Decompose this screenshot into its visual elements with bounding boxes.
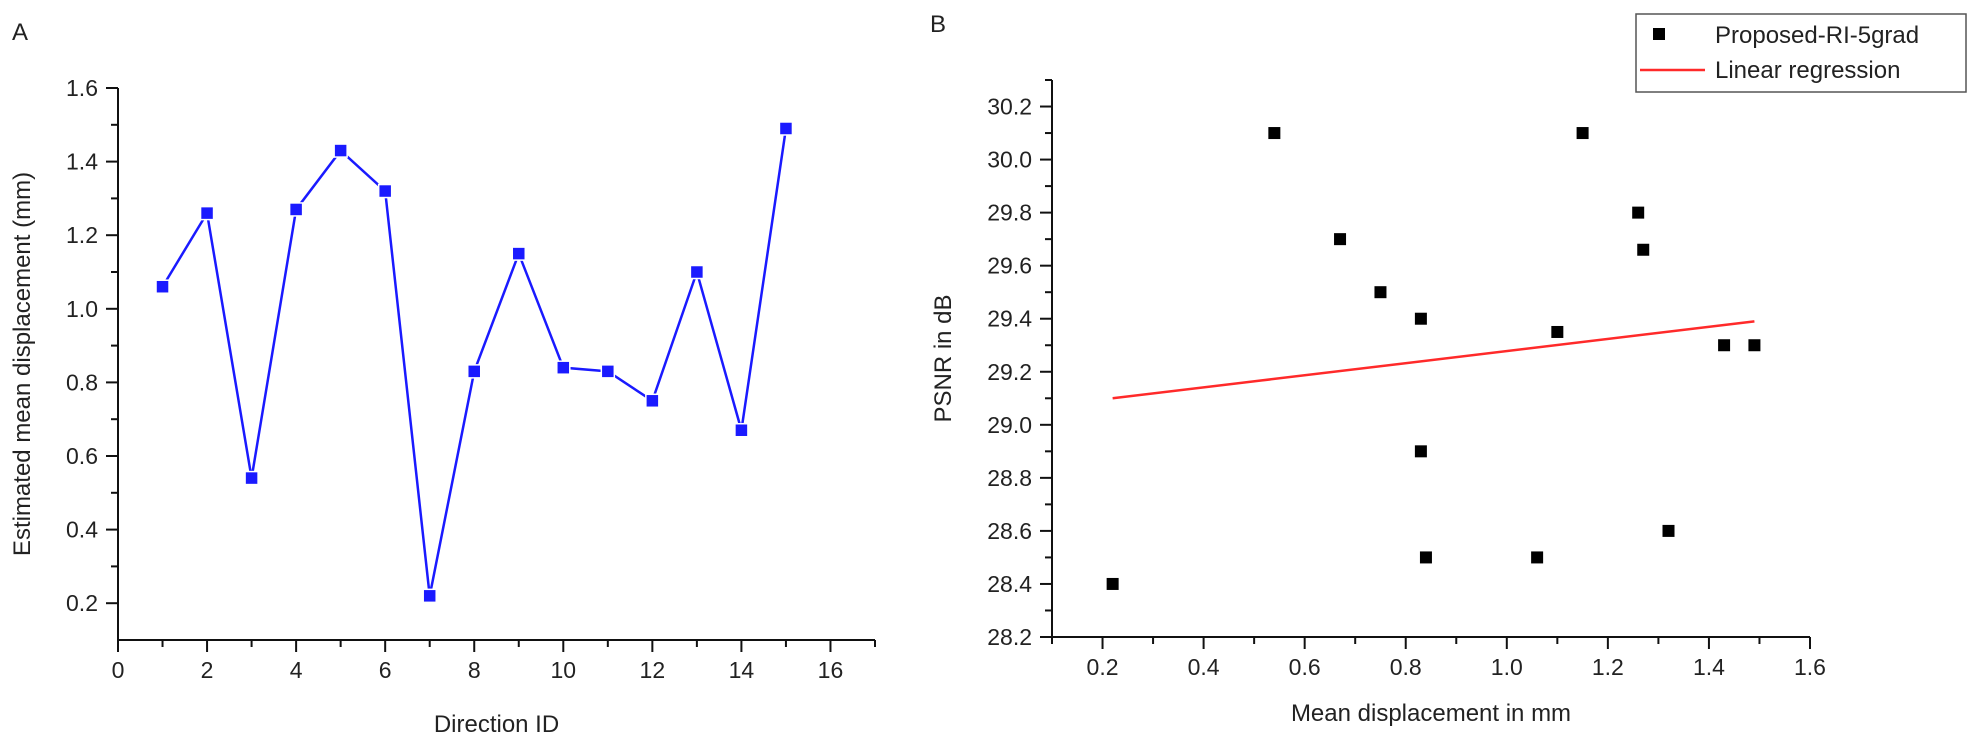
- chart-b-data-point: [1637, 243, 1650, 256]
- chart-b-y-tick-label: 29.0: [987, 412, 1032, 438]
- chart-a-y-tick-label: 0.8: [66, 369, 98, 395]
- chart-b-data-point: [1531, 551, 1544, 564]
- legend-marker-square: [1653, 28, 1665, 40]
- chart-b-y-tick-label: 29.4: [987, 306, 1032, 332]
- chart-a-data-point: [734, 422, 749, 438]
- chart-b-data-point: [1632, 206, 1645, 219]
- chart-b-x-axis-title: Mean displacement in mm: [1291, 700, 1571, 727]
- chart-b-y-tick-label: 28.2: [987, 624, 1032, 650]
- chart-b-data-point: [1374, 286, 1387, 299]
- chart-a-x-tick-label: 12: [640, 657, 666, 683]
- chart-b-y-tick-label: 29.8: [987, 200, 1032, 226]
- chart-a-x-tick-label: 14: [729, 657, 755, 683]
- chart-a-y-tick-label: 0.2: [66, 590, 98, 616]
- legend-box: [1635, 13, 1967, 93]
- chart-a-data-point: [244, 470, 259, 486]
- chart-b: 0.2 0.4 0.6 0.8 1.0 1.2 1.4 1.6 28.2 28.4 28.6 28.8…: [987, 79, 1826, 680]
- chart-b-data-point: [1718, 339, 1731, 352]
- chart-a: 0 2 4 6 8 10 12 14 16 0.2 0.4 0.6 0.8 1.0 1.2 1.4 1.6: [66, 75, 876, 683]
- chart-a-data-point: [556, 360, 571, 375]
- panel-b-letter: B: [930, 11, 946, 38]
- chart-b-y-axis-title: PSNR in dB: [930, 294, 957, 422]
- chart-a-data-point: [466, 364, 482, 379]
- chart-b-y-tick-label: 28.6: [987, 518, 1032, 544]
- chart-b-data-point: [1748, 339, 1761, 352]
- chart-b-y-tick-label: 30.0: [987, 147, 1032, 173]
- chart-b-y-tick-label: 29.2: [987, 359, 1032, 385]
- chart-a-data-point: [199, 205, 215, 221]
- chart-b-x-tick-label: 0.2: [1087, 654, 1119, 680]
- legend-entry-linear-regression: Linear regression: [1715, 57, 1900, 84]
- chart-a-y-axis-title: Estimated mean displacement (mm): [9, 172, 36, 556]
- chart-a-y-tick-label: 1.0: [66, 296, 98, 322]
- chart-b-y-tick-label: 28.8: [987, 465, 1032, 491]
- chart-b-data-point: [1551, 325, 1564, 338]
- chart-b-x-tick-label: 1.2: [1592, 654, 1624, 680]
- chart-a-x-tick-label: 16: [818, 657, 844, 683]
- chart-b-data-point: [1334, 233, 1347, 246]
- chart-b-y-tick-label: 30.2: [987, 94, 1032, 120]
- chart-b-data-point: [1414, 312, 1427, 325]
- chart-a-y-tick-label: 1.6: [66, 75, 98, 101]
- chart-a-data-point: [511, 246, 527, 261]
- chart-b-x-tick-label: 1.6: [1794, 654, 1826, 680]
- chart-b-data-point: [1414, 445, 1427, 458]
- chart-a-y-tick-label: 0.6: [66, 443, 98, 469]
- panel-a-letter: A: [12, 19, 28, 46]
- chart-a-data-point: [422, 588, 437, 604]
- chart-a-y-tick-label: 0.4: [66, 517, 98, 543]
- chart-b-x-tick-label: 1.4: [1693, 654, 1725, 680]
- chart-a-x-axis-title: Direction ID: [434, 711, 559, 738]
- chart-b-x-tick-label: 0.6: [1289, 654, 1321, 680]
- chart-b-y-tick-label: 29.6: [987, 253, 1032, 279]
- chart-a-y-tick-label: 1.4: [66, 149, 98, 175]
- chart-a-data-point: [689, 264, 705, 280]
- chart-b-data-point: [1576, 127, 1589, 140]
- chart-a-data-point: [377, 183, 393, 199]
- chart-b-legend: Proposed-RI-5grad Linear regression: [1635, 13, 1967, 93]
- chart-b-data-point: [1106, 577, 1119, 590]
- chart-a-y-tick-label: 1.2: [66, 222, 98, 248]
- chart-b-x-tick-label: 1.0: [1491, 654, 1523, 680]
- chart-b-x-tick-label: 0.4: [1188, 654, 1220, 680]
- chart-a-series-line: [161, 128, 788, 597]
- chart-a-data-point: [645, 393, 660, 409]
- chart-b-x-tick-label: 0.8: [1390, 654, 1422, 680]
- chart-b-data-point: [1662, 524, 1675, 537]
- chart-a-data-point: [600, 364, 616, 379]
- legend-entry-proposed: Proposed-RI-5grad: [1715, 22, 1919, 49]
- chart-a-x-tick-label: 10: [550, 657, 576, 683]
- chart-a-data-point: [155, 279, 170, 294]
- chart-b-data-point: [1419, 551, 1432, 564]
- chart-b-data-point: [1268, 127, 1281, 140]
- chart-b-y-tick-label: 28.4: [987, 571, 1032, 597]
- chart-a-data-point: [778, 121, 794, 136]
- chart-a-x-tick-label: 2: [201, 657, 214, 683]
- chart-a-x-tick-label: 8: [468, 657, 481, 683]
- chart-a-data-point: [333, 143, 348, 158]
- chart-a-x-tick-label: 4: [290, 657, 303, 683]
- chart-a-x-tick-label: 0: [112, 657, 125, 683]
- chart-a-data-point: [288, 202, 304, 217]
- chart-a-x-tick-label: 6: [379, 657, 392, 683]
- chart-b-series-line: [1112, 320, 1755, 400]
